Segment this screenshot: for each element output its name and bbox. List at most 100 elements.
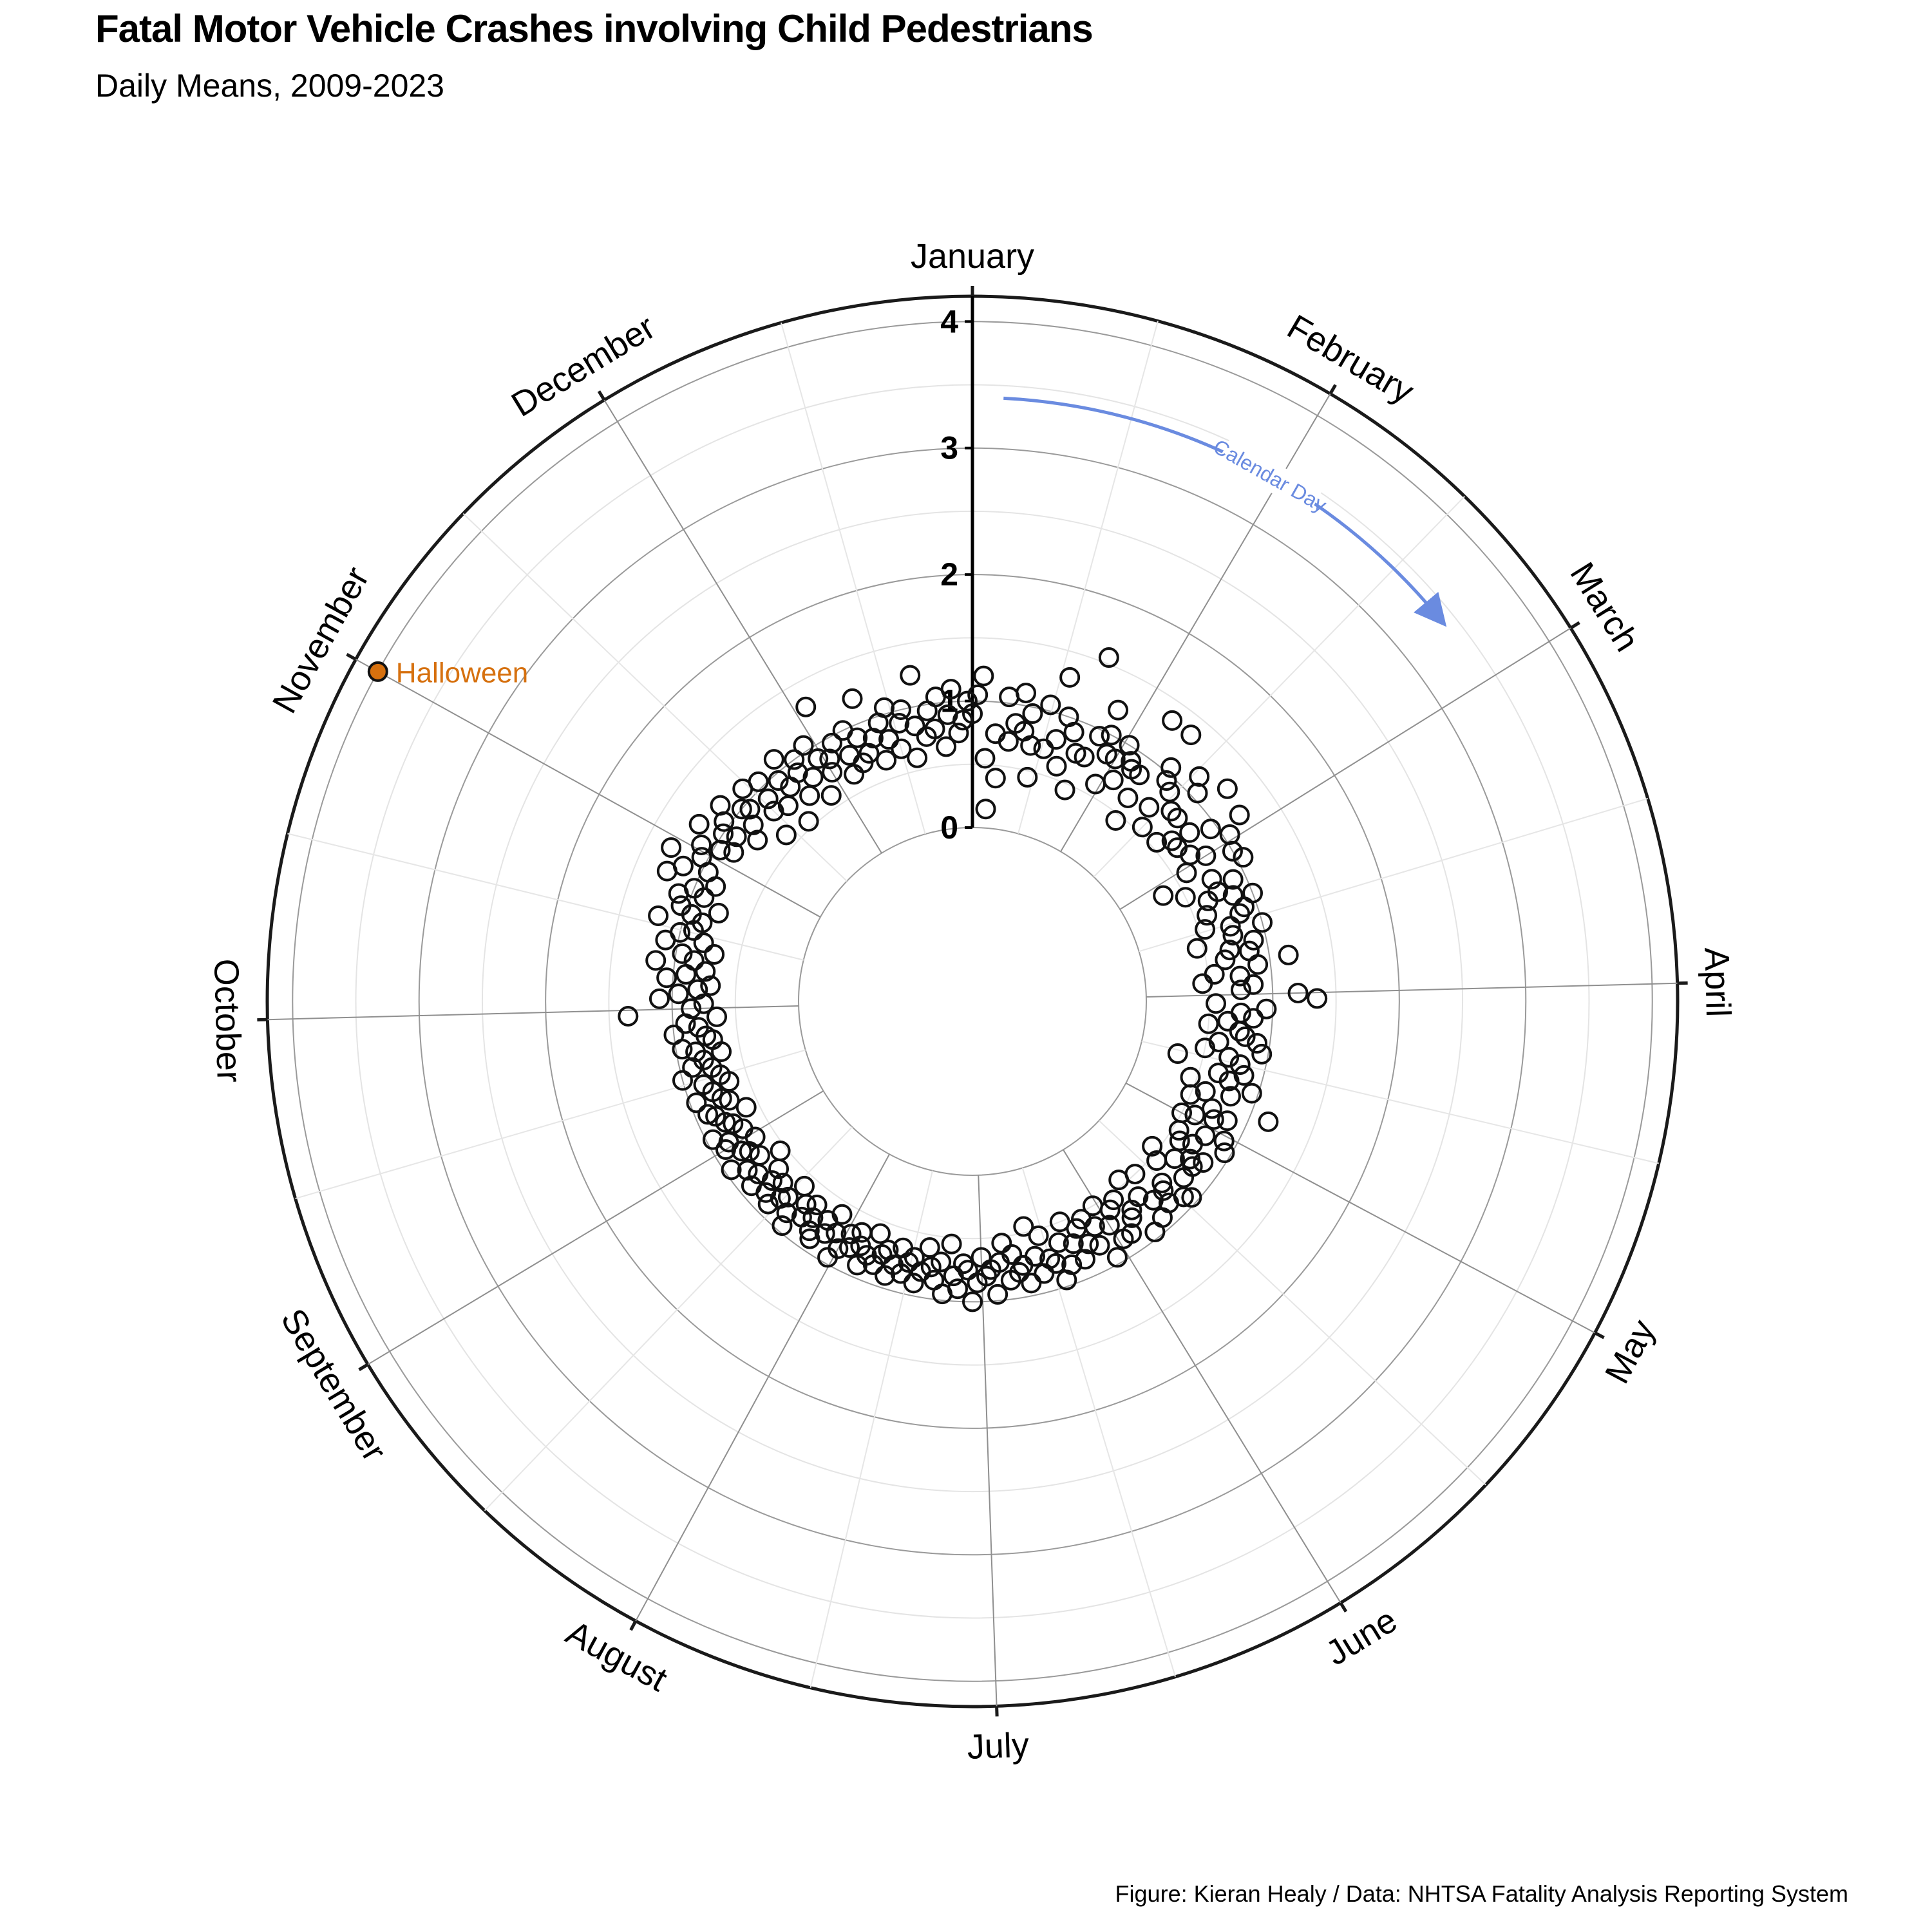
- data-point: [1117, 787, 1139, 808]
- data-point: [1104, 748, 1126, 770]
- data-point: [956, 690, 978, 712]
- data-point: [1203, 1109, 1224, 1130]
- data-point: [1201, 1098, 1222, 1119]
- data-point: [763, 800, 784, 822]
- data-point: [919, 1237, 940, 1258]
- data-point: [1074, 746, 1095, 768]
- month-spoke: [1125, 1083, 1596, 1334]
- data-point: [1049, 1211, 1070, 1233]
- data-point: [648, 905, 669, 927]
- data-point: [1247, 1032, 1268, 1054]
- data-point: [697, 1104, 719, 1125]
- data-point: [891, 738, 912, 759]
- data-point: [793, 1175, 815, 1197]
- data-point: [1187, 782, 1208, 804]
- radial-tick-label: 0: [940, 810, 958, 846]
- data-point: [1307, 988, 1328, 1009]
- data-point: [1229, 1054, 1251, 1075]
- data-point: [749, 1144, 770, 1166]
- month-spokes: [257, 286, 1688, 1717]
- data-point: [726, 826, 747, 848]
- data-point: [688, 1017, 709, 1038]
- minor-spoke: [1141, 1041, 1659, 1164]
- data-point: [718, 1132, 739, 1153]
- data-point: [670, 895, 692, 916]
- month-spoke: [978, 1175, 998, 1707]
- data-point: [1108, 1170, 1130, 1191]
- data-point: [1022, 703, 1043, 724]
- data-point: [1181, 1187, 1202, 1208]
- minor-spoke: [1139, 797, 1648, 952]
- data-point: [844, 764, 865, 785]
- data-point: [1201, 869, 1222, 890]
- data-point: [1229, 804, 1250, 826]
- data-point: [688, 813, 710, 835]
- data-point: [735, 1097, 757, 1118]
- data-point: [793, 735, 814, 756]
- data-point: [723, 842, 744, 863]
- data-point: [1219, 940, 1240, 961]
- data-point: [1184, 1104, 1206, 1126]
- data-point: [904, 715, 925, 737]
- data-point: [1160, 800, 1182, 822]
- data-point: [1206, 993, 1227, 1014]
- data-point: [941, 1233, 962, 1255]
- data-point: [681, 998, 702, 1019]
- data-point: [1045, 729, 1066, 750]
- data-point: [1195, 845, 1217, 866]
- month-label-november: November: [265, 560, 377, 719]
- minor-spoke: [287, 833, 804, 961]
- data-point: [858, 743, 880, 764]
- data-point: [1198, 1013, 1219, 1034]
- data-point: [907, 747, 928, 768]
- data-point: [1235, 1026, 1256, 1047]
- data-point: [1175, 887, 1196, 908]
- data-point: [936, 736, 957, 757]
- data-point: [839, 1237, 860, 1258]
- data-point: [799, 1228, 820, 1249]
- data-point: [1046, 755, 1067, 777]
- data-point: [1222, 840, 1243, 862]
- data-point: [661, 837, 682, 858]
- major-grid-circle: [798, 827, 1147, 1176]
- data-point: [875, 1265, 896, 1286]
- data-point: [974, 748, 996, 769]
- data-point: [1078, 1233, 1099, 1255]
- data-point: [1089, 726, 1110, 747]
- data-point: [1233, 847, 1254, 868]
- data-point: [1168, 1120, 1189, 1141]
- halloween-annotation: Halloween: [367, 657, 528, 688]
- data-point: [953, 1253, 974, 1274]
- data-point: [1139, 797, 1160, 818]
- data-point: [820, 785, 842, 806]
- month-tick: [358, 1363, 369, 1372]
- data-point: [1195, 1081, 1216, 1102]
- data-point: [889, 712, 910, 734]
- data-point: [1192, 973, 1213, 994]
- calendar-day-label: Calendar Day: [1209, 435, 1331, 517]
- month-label-july: July: [967, 1726, 1030, 1766]
- data-point: [840, 1224, 862, 1245]
- data-point: [668, 983, 689, 1005]
- data-point: [1105, 810, 1126, 831]
- data-point: [791, 1206, 812, 1227]
- data-point: [817, 1247, 838, 1268]
- month-label-february: February: [1281, 307, 1421, 411]
- data-point: [1222, 925, 1244, 946]
- data-point: [1103, 1189, 1124, 1211]
- data-point: [687, 979, 708, 1000]
- data-point: [1195, 919, 1216, 940]
- data-point: [1182, 1133, 1203, 1155]
- data-point: [1169, 1130, 1190, 1151]
- month-spoke: [1060, 393, 1331, 852]
- data-point: [1085, 773, 1106, 795]
- data-point: [784, 749, 805, 770]
- data-point: [739, 799, 761, 820]
- data-point: [1222, 885, 1244, 906]
- data-point: [1252, 912, 1273, 933]
- data-point: [1151, 1172, 1173, 1193]
- chart-title: Fatal Motor Vehicle Crashes involving Ch…: [95, 7, 1094, 50]
- data-point: [772, 1215, 793, 1236]
- data-point: [787, 762, 808, 783]
